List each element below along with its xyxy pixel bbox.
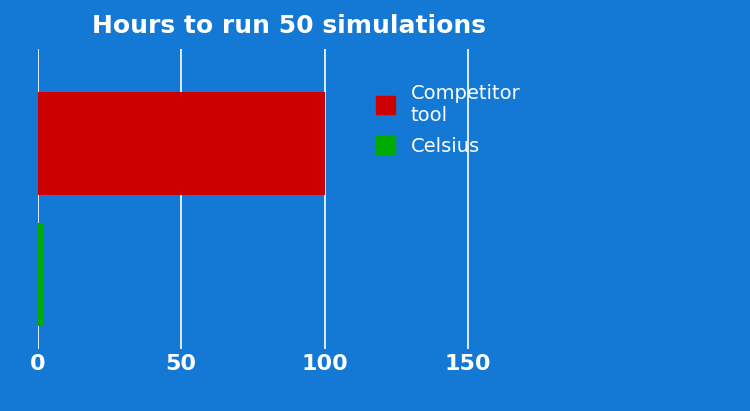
Title: Hours to run 50 simulations: Hours to run 50 simulations	[92, 14, 486, 38]
Legend: Competitor
tool, Celsius: Competitor tool, Celsius	[366, 74, 530, 166]
Bar	[38, 92, 325, 195]
Bar	[38, 223, 44, 326]
